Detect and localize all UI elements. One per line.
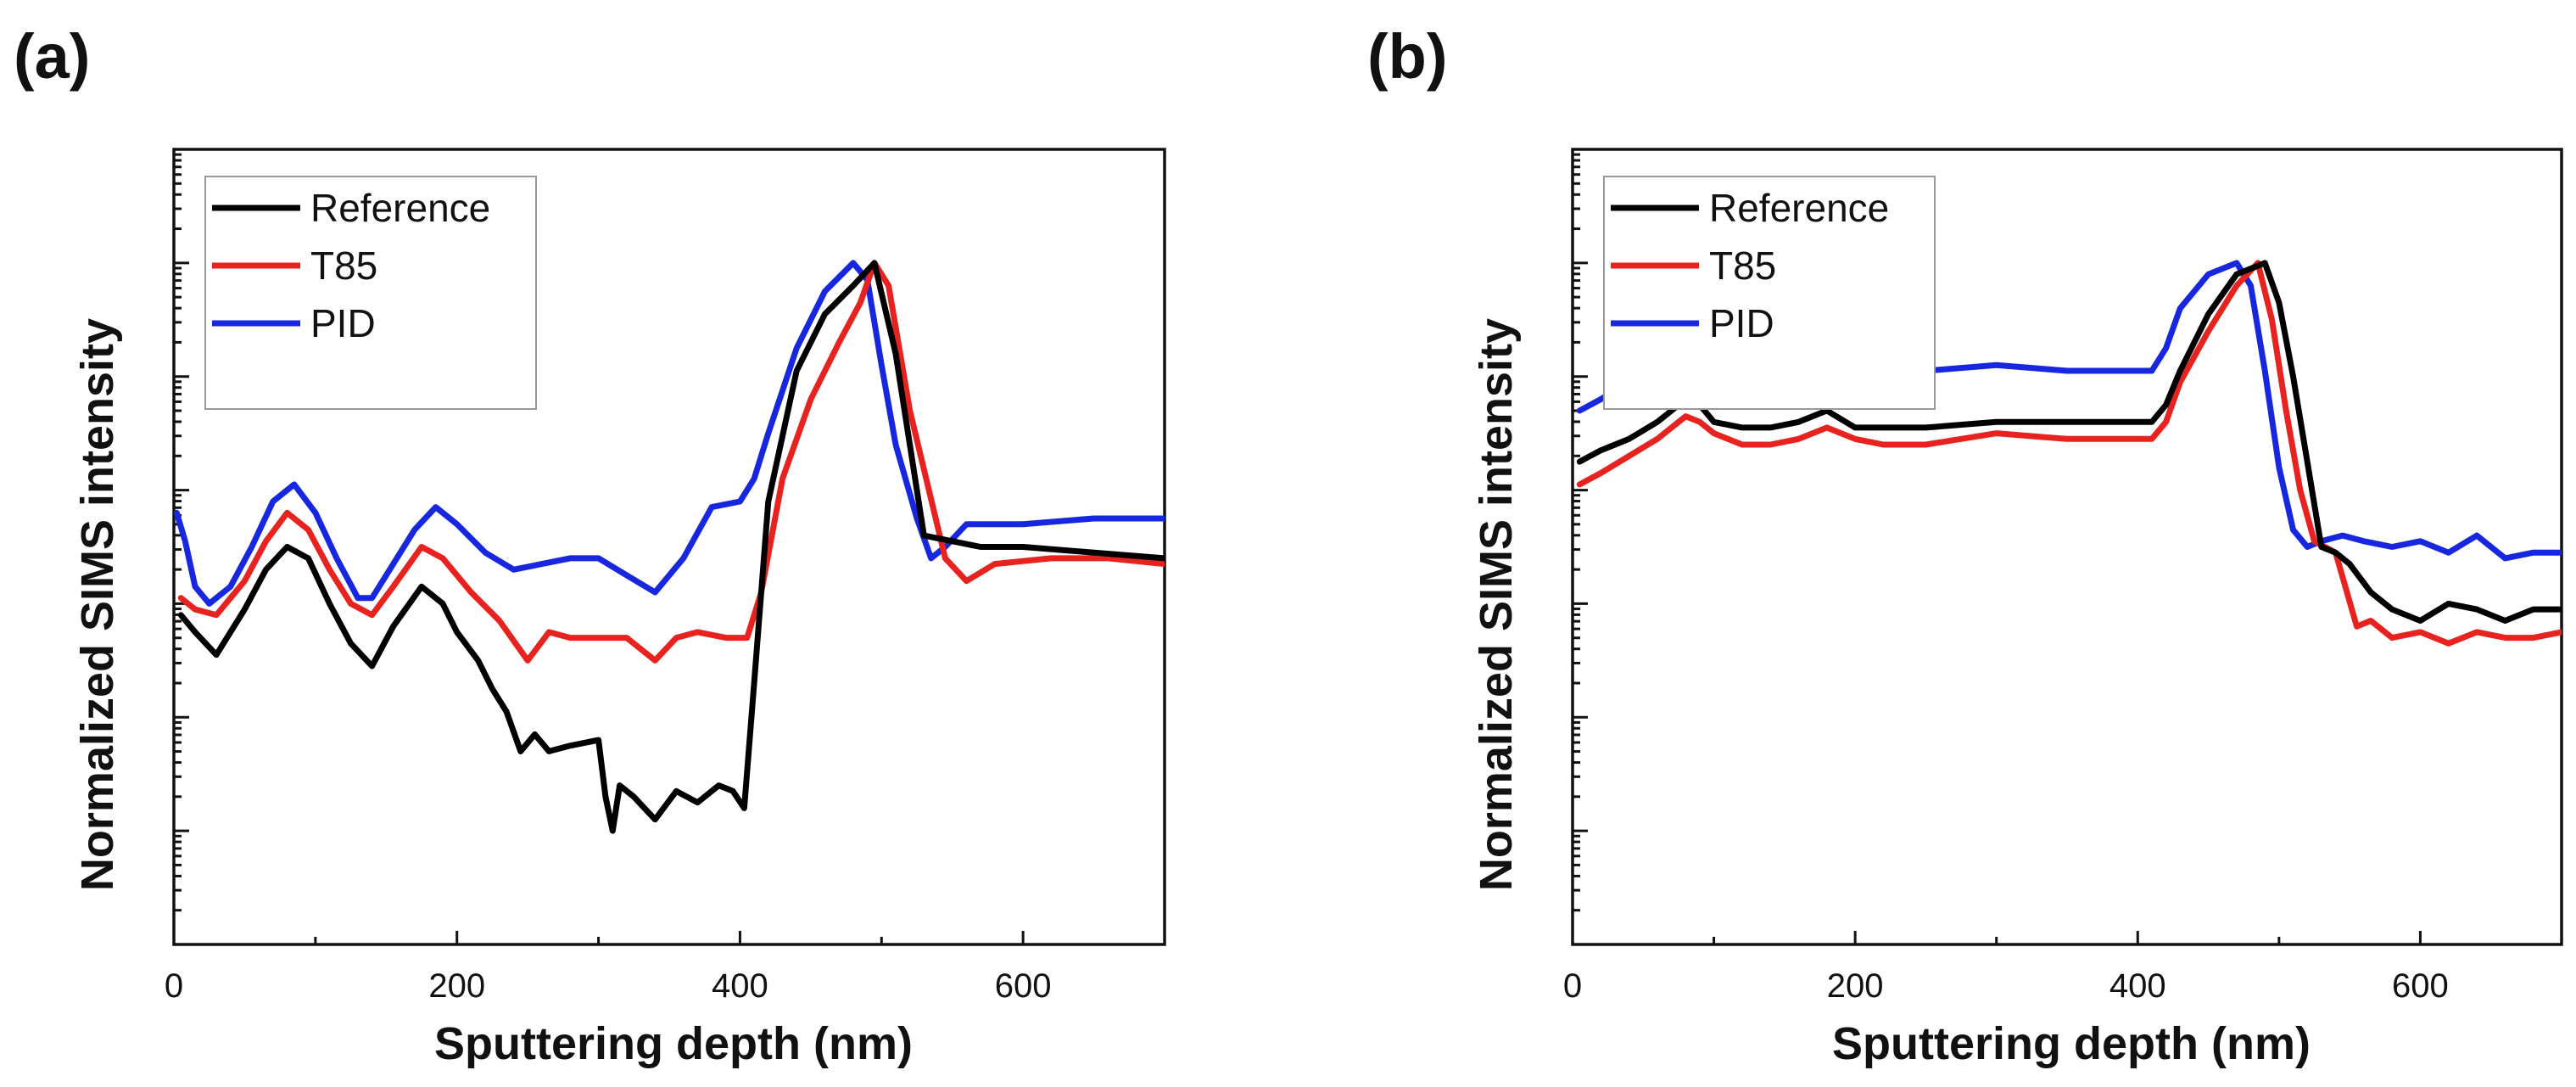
x-tick-label: 200 bbox=[1827, 967, 1884, 1005]
plot-frame bbox=[1571, 148, 2563, 946]
x-tick-label: 600 bbox=[2392, 967, 2449, 1005]
x-tick-label: 600 bbox=[995, 967, 1052, 1005]
x-tick-label: 400 bbox=[712, 967, 768, 1005]
x-axis-title: Sputtering depth (nm) bbox=[434, 1018, 913, 1069]
legend-box bbox=[204, 176, 537, 410]
series-line-reference bbox=[1576, 260, 2562, 624]
plot-frame bbox=[172, 148, 1166, 946]
legend-label-reference: Reference bbox=[1709, 186, 1889, 230]
chart-panel-b: (b) 0 200 400 600 Sputtering depth (nm) Normal… bbox=[1367, 21, 2563, 1069]
series-line-reference bbox=[177, 260, 1165, 834]
series-line-pid bbox=[174, 260, 1165, 607]
legend-label-t85: T85 bbox=[310, 244, 377, 288]
legend-label-reference: Reference bbox=[310, 186, 490, 230]
x-tick-label: 0 bbox=[165, 967, 183, 1005]
panel-label: (a) bbox=[14, 21, 90, 92]
y-axis-title: Normalized SIMS intensity bbox=[72, 318, 123, 891]
x-tick-label: 0 bbox=[1563, 967, 1582, 1005]
chart-panel-a: (a) 0 200 400 600 Sputtering depth (nm) Normal… bbox=[14, 21, 1166, 1069]
legend-label-pid: PID bbox=[1709, 301, 1774, 345]
legend-label-pid: PID bbox=[310, 301, 376, 345]
series-line-t85 bbox=[177, 260, 1165, 664]
x-tick-label: 200 bbox=[428, 967, 485, 1005]
series-line-t85 bbox=[1576, 260, 2562, 647]
y-axis-title: Normalized SIMS intensity bbox=[1471, 318, 1522, 891]
legend-box bbox=[1603, 176, 1936, 410]
x-axis-title: Sputtering depth (nm) bbox=[1832, 1018, 2311, 1069]
panel-label: (b) bbox=[1367, 21, 1448, 92]
x-tick-label: 400 bbox=[2109, 967, 2166, 1005]
legend-label-t85: T85 bbox=[1709, 244, 1776, 288]
